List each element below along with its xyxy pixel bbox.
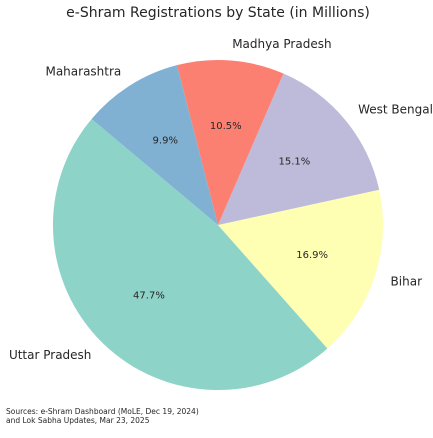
source-line-2: and Lok Sabha Updates, Mar 23, 2025 <box>6 416 150 425</box>
pie-slice-madhya-pradesh <box>176 59 284 225</box>
chart-title: e-Shram Registrations by State (in Milli… <box>66 5 370 21</box>
source-line-1: Sources: e-Shram Dashboard (MoLE, Dec 19… <box>6 407 199 416</box>
percent-label-uttar-pradesh: 47.7% <box>133 290 165 301</box>
percent-label-maharashtra: 9.9% <box>153 136 178 147</box>
pie-slice-uttar-pradesh <box>52 118 328 391</box>
pie-slice-bihar <box>218 189 384 349</box>
slice-label-maharashtra: Maharashtra <box>45 64 121 78</box>
slice-label-bihar: Bihar <box>391 274 423 288</box>
slice-label-madhya-pradesh: Madhya Pradesh <box>232 37 331 51</box>
percent-label-madhya-pradesh: 10.5% <box>210 121 242 132</box>
slice-label-uttar-pradesh: Uttar Pradesh <box>9 348 91 362</box>
pie-slice-west-bengal <box>218 73 380 225</box>
percent-label-west-bengal: 15.1% <box>279 157 311 168</box>
percent-labels: 47.7% 16.9% 15.1% 10.5% 9.9% <box>133 121 328 302</box>
pie-slices <box>52 59 384 391</box>
slice-labels: Uttar Pradesh Bihar West Bengal Madhya Prad… <box>9 37 433 362</box>
percent-label-bihar: 16.9% <box>296 250 328 261</box>
source-note: Sources: e-Shram Dashboard (MoLE, Dec 19… <box>6 407 266 425</box>
slice-label-west-bengal: West Bengal <box>358 103 433 117</box>
pie-slice-maharashtra <box>91 65 218 226</box>
